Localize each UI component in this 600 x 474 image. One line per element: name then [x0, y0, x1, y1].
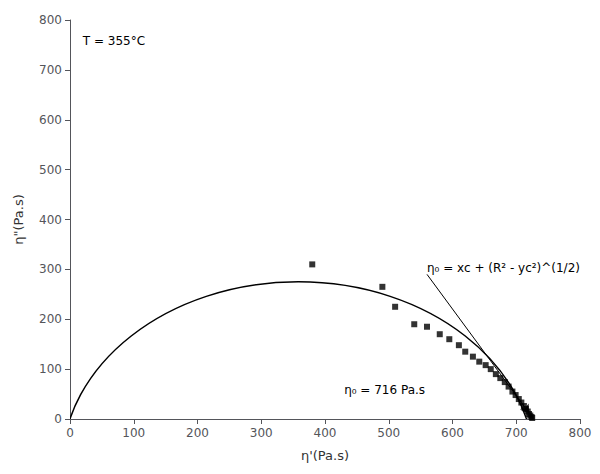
svg-text:η₀ = 716 Pa.s: η₀ = 716 Pa.s [344, 383, 425, 397]
svg-text:400: 400 [314, 426, 337, 440]
svg-text:500: 500 [377, 426, 400, 440]
svg-text:700: 700 [505, 426, 528, 440]
svg-text:T = 355°C: T = 355°C [82, 34, 145, 48]
svg-text:200: 200 [39, 312, 62, 326]
svg-text:300: 300 [39, 262, 62, 276]
svg-text:800: 800 [569, 426, 592, 440]
svg-text:η'(Pa.s): η'(Pa.s) [301, 448, 349, 463]
svg-text:500: 500 [39, 163, 62, 177]
svg-text:100: 100 [122, 426, 145, 440]
svg-text:300: 300 [250, 426, 273, 440]
svg-text:η₀ = xc + (R² - yc²)^(1/2): η₀ = xc + (R² - yc²)^(1/2) [427, 261, 580, 275]
svg-text:700: 700 [39, 63, 62, 77]
svg-text:600: 600 [39, 113, 62, 127]
svg-text:400: 400 [39, 213, 62, 227]
svg-text:800: 800 [39, 13, 62, 27]
svg-text:η"(Pa.s): η"(Pa.s) [11, 194, 26, 245]
svg-text:0: 0 [66, 426, 74, 440]
svg-text:600: 600 [441, 426, 464, 440]
svg-text:0: 0 [54, 412, 62, 426]
svg-text:200: 200 [186, 426, 209, 440]
svg-text:100: 100 [39, 362, 62, 376]
